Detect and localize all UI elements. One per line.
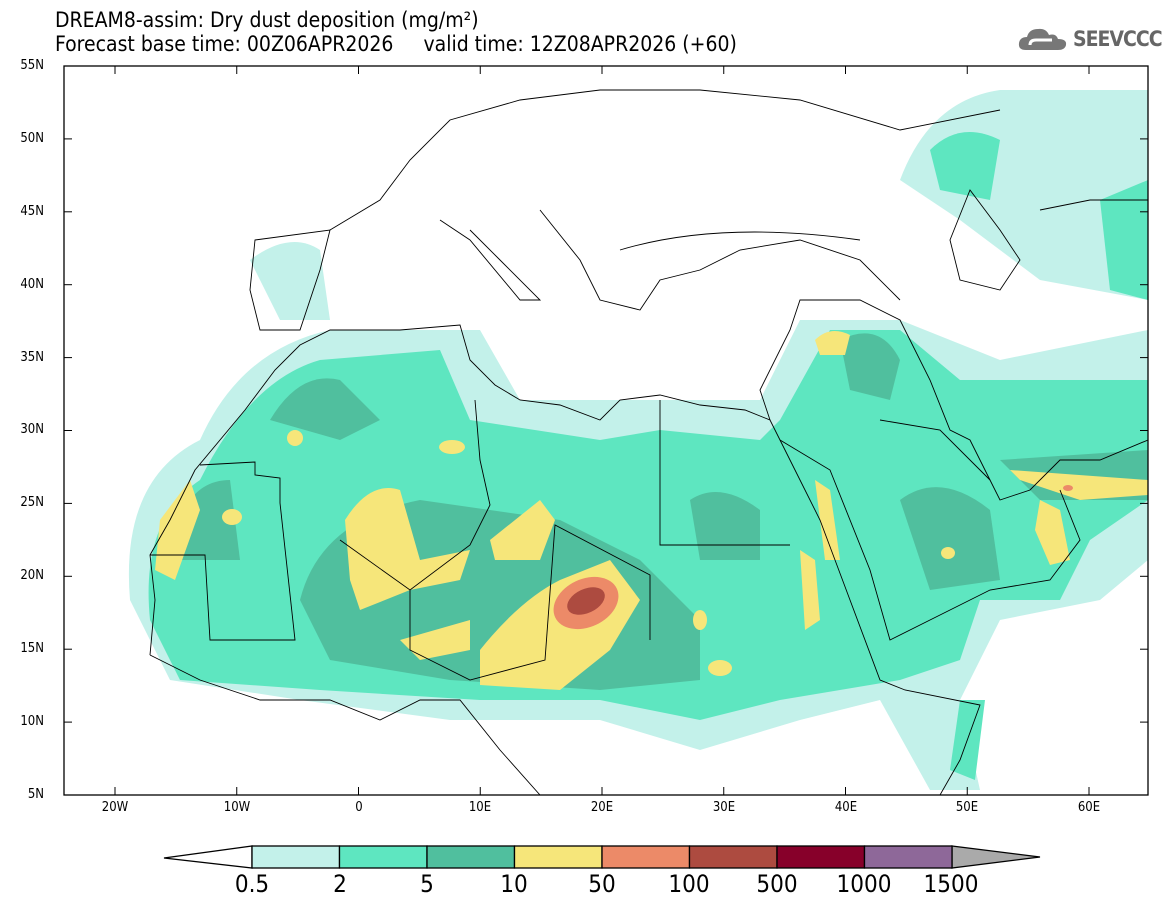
colorbar-label: 5 xyxy=(420,870,434,898)
chart-subtitle: Forecast base time: 00Z06APR2026 valid t… xyxy=(55,32,737,56)
lat-label: 50N xyxy=(20,131,44,146)
colorbar xyxy=(163,845,1041,869)
colorbar-label: 1000 xyxy=(836,870,892,898)
lat-label: 55N xyxy=(20,58,44,73)
colorbar-label: 100 xyxy=(668,870,710,898)
colorbar-swatch xyxy=(338,845,428,869)
lat-label: 40N xyxy=(20,277,44,292)
colorbar-swatch xyxy=(426,845,516,869)
axis-ticks xyxy=(64,65,1148,796)
lon-label: 30E xyxy=(712,800,736,815)
seevccc-logo: SEEVCCC xyxy=(1018,26,1163,52)
lon-label: 60E xyxy=(1077,800,1101,815)
lat-label: 35N xyxy=(20,350,44,365)
colorbar-over-triangle xyxy=(951,845,1041,869)
colorbar-label: 500 xyxy=(756,870,798,898)
lon-label: 20W xyxy=(101,800,129,815)
lat-label: 45N xyxy=(20,204,44,219)
colorbar-swatch xyxy=(601,845,691,869)
lon-label: 20E xyxy=(590,800,614,815)
lat-label: 15N xyxy=(20,641,44,656)
lon-label: 0 xyxy=(355,800,363,815)
base-time: Forecast base time: 00Z06APR2026 xyxy=(55,32,394,56)
dust-field-5 xyxy=(270,378,380,440)
colorbar-under-triangle xyxy=(163,845,253,869)
colorbar-label: 50 xyxy=(588,870,616,898)
colorbar-swatch xyxy=(251,845,341,869)
dust-fields xyxy=(128,89,1148,795)
lon-label: 40E xyxy=(834,800,858,815)
lon-label: 10W xyxy=(223,800,251,815)
colorbar-swatch xyxy=(688,845,778,869)
colorbar-label: 1500 xyxy=(923,870,979,898)
lat-label: 30N xyxy=(20,422,44,437)
colorbar-swatch xyxy=(513,845,603,869)
lat-label: 10N xyxy=(20,714,44,729)
chart-title: DREAM8-assim: Dry dust deposition (mg/m²… xyxy=(55,8,479,32)
colorbar-label: 10 xyxy=(500,870,528,898)
lat-label: 25N xyxy=(20,495,44,510)
colorbar-label: 2 xyxy=(333,870,347,898)
coastlines xyxy=(149,89,1148,795)
lon-label: 50E xyxy=(955,800,979,815)
lat-label: 5N xyxy=(27,787,44,802)
lon-label: 10E xyxy=(468,800,492,815)
dust-field-100 xyxy=(567,587,605,615)
logo-text: SEEVCCC xyxy=(1073,27,1163,51)
dust-field-10 xyxy=(345,488,470,610)
lat-label: 20N xyxy=(20,568,44,583)
cloud-icon xyxy=(1018,28,1067,50)
colorbar-label: 0.5 xyxy=(234,870,270,898)
colorbar-swatch xyxy=(863,845,953,869)
colorbar-swatch xyxy=(776,845,866,869)
valid-time: valid time: 12Z08APR2026 (+60) xyxy=(423,32,737,56)
